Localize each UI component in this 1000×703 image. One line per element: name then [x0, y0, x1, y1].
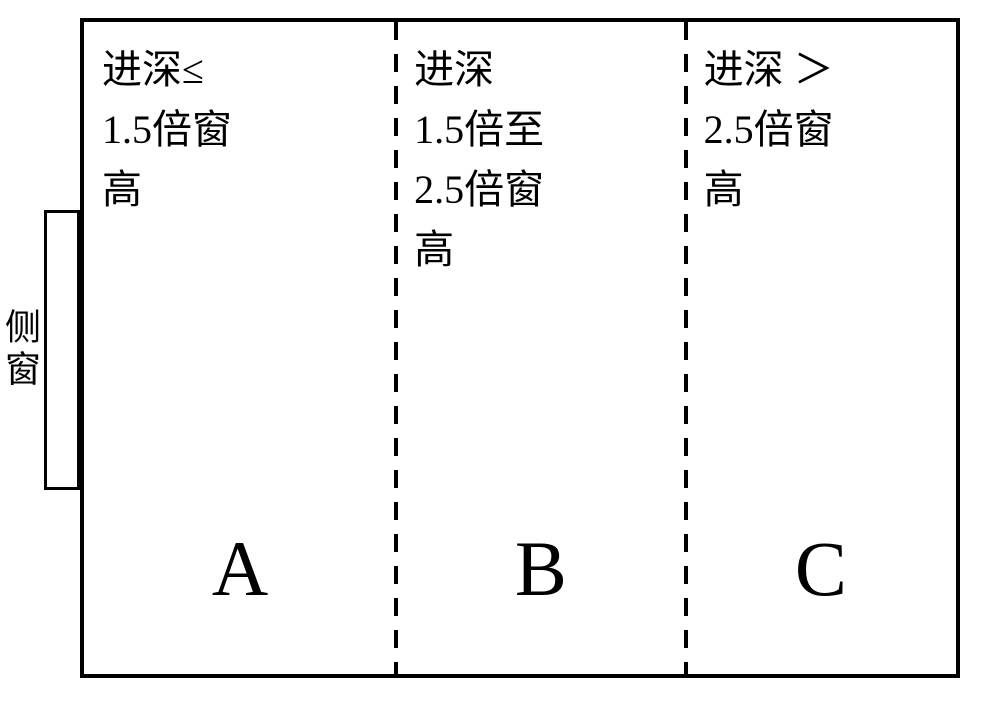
zone-a: 进深≤ 1.5倍窗 高 A: [84, 22, 396, 674]
zones-container: 进深≤ 1.5倍窗 高 A 进深 1.5倍至 2.5倍窗 高 B 进深 ＞ 2.5倍窗 …: [80, 18, 960, 678]
zone-b-desc: 进深 1.5倍至 2.5倍窗 高: [414, 40, 544, 280]
zone-c-divider: [684, 22, 688, 674]
zone-b: 进深 1.5倍至 2.5倍窗 高 B: [396, 22, 686, 674]
zone-b-letter: B: [515, 524, 567, 614]
zone-b-divider: [394, 22, 398, 674]
zone-c-letter: C: [795, 524, 847, 614]
side-window-label: 侧窗: [0, 290, 40, 410]
zone-a-desc: 进深≤ 1.5倍窗 高: [102, 40, 232, 220]
zone-a-letter: A: [212, 524, 268, 614]
side-window-box: [44, 210, 80, 490]
side-window-label-text: 侧窗: [0, 308, 46, 392]
zone-c: 进深 ＞ 2.5倍窗 高 C: [686, 22, 956, 674]
zone-c-desc: 进深 ＞ 2.5倍窗 高: [704, 40, 834, 220]
